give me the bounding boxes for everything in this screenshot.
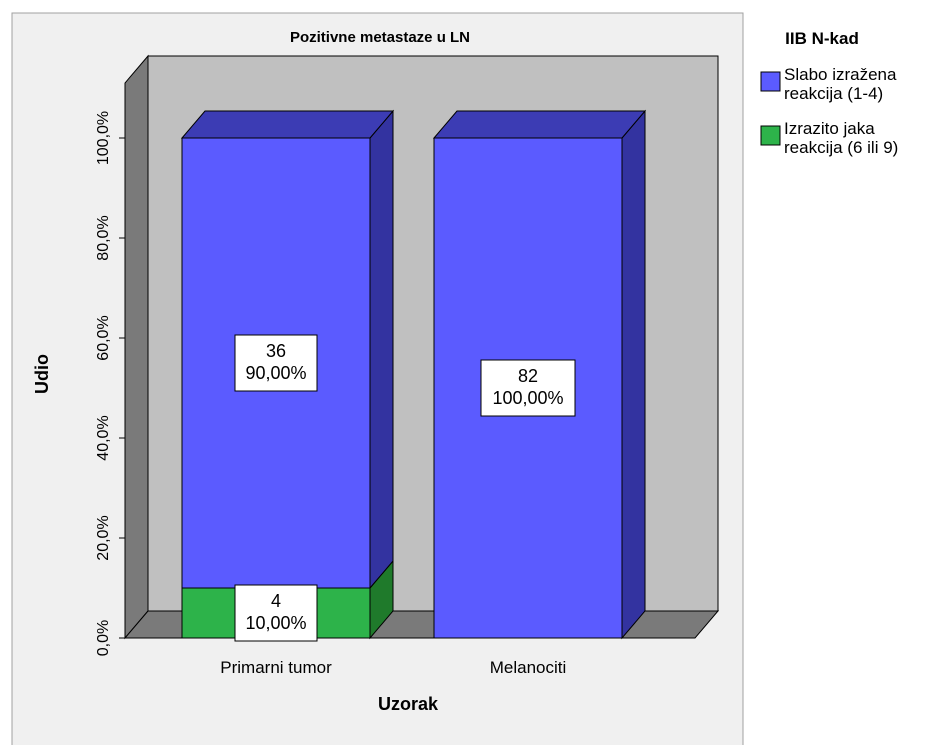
- legend-swatch: [760, 71, 781, 92]
- bar-top: [180, 110, 395, 139]
- data-label-count: 4: [271, 591, 281, 611]
- x-axis-label: Uzorak: [378, 694, 439, 714]
- data-label-count: 82: [518, 366, 538, 386]
- legend-label: Slabo izražena: [784, 65, 897, 84]
- data-label-percent: 100,00%: [492, 388, 563, 408]
- data-label-box: [234, 334, 318, 392]
- y-tick-label: 40,0%: [95, 415, 112, 460]
- legend-label: Izrazito jaka: [784, 119, 875, 138]
- y-tick-label: 100,0%: [95, 111, 112, 165]
- y-tick-label: 60,0%: [95, 315, 112, 360]
- data-label-box: [234, 584, 318, 642]
- y-tick-label: 20,0%: [95, 515, 112, 560]
- legend-swatch: [760, 125, 781, 146]
- data-label-percent: 10,00%: [245, 613, 306, 633]
- side-wall: [124, 54, 149, 640]
- legend-label: reakcija (1-4): [784, 84, 883, 103]
- bar-top: [432, 110, 647, 139]
- bar-side: [621, 109, 646, 640]
- chart-title: Pozitivne metastaze u LN: [290, 29, 470, 46]
- data-label-box: [480, 359, 576, 417]
- y-axis-label: Udio: [32, 354, 52, 394]
- y-tick-label: 0,0%: [95, 620, 112, 656]
- x-tick-label: Melanociti: [490, 658, 567, 677]
- y-tick-label: 80,0%: [95, 215, 112, 260]
- x-tick-label: Primarni tumor: [220, 658, 332, 677]
- bar-side: [369, 109, 394, 590]
- legend-title: IIB N-kad: [785, 29, 859, 48]
- data-label-count: 36: [266, 341, 286, 361]
- data-label-percent: 90,00%: [245, 363, 306, 383]
- legend-label: reakcija (6 ili 9): [784, 138, 898, 157]
